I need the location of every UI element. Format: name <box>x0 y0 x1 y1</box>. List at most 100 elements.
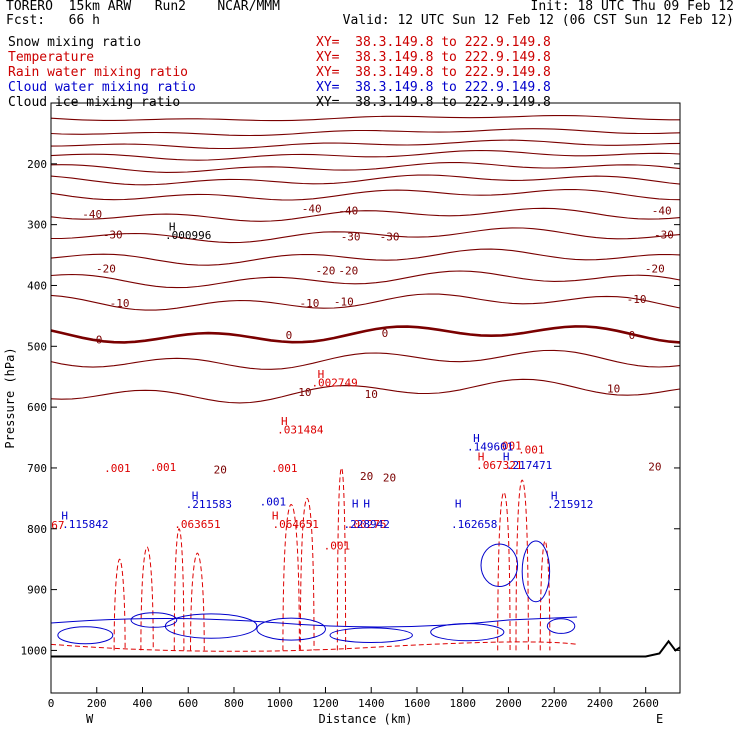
isotherm-line <box>50 149 681 161</box>
rain-water-contour <box>140 546 154 651</box>
rain-label: H <box>272 510 279 523</box>
temperature-label: -10 <box>334 296 354 309</box>
model-title: TORERO 15km ARW Run2 NCAR/MMM <box>6 0 280 14</box>
isotherm-line <box>50 293 681 311</box>
field-name-temperature: Temperature <box>8 50 95 65</box>
field-name-rain: Rain water mixing ratio <box>8 65 189 80</box>
rain-label: .067321 <box>476 459 522 472</box>
rain-label: .002749 <box>311 376 357 389</box>
snow-label: H <box>169 221 176 234</box>
rain-label: .001 <box>271 462 298 475</box>
cloud-label: H <box>455 497 462 510</box>
x-tick-label: 2200 <box>541 697 568 710</box>
cloud-label: .211583 <box>186 498 232 511</box>
field-name-snow: Snow mixing ratio <box>8 35 142 50</box>
init-time: Init: 18 UTC Thu 09 Feb 12 <box>530 0 735 14</box>
cloud-water-contour <box>480 543 519 588</box>
isotherm-line <box>50 248 681 266</box>
temperature-label: 0 <box>629 329 636 342</box>
cloud-label: H <box>352 497 359 510</box>
cloud-water-contour <box>130 612 178 628</box>
rain-water-contour <box>173 528 185 651</box>
temperature-label: -20 <box>96 263 116 276</box>
cloud-label: .001 <box>260 496 287 509</box>
forecast-hour: Fcst: 66 h <box>6 13 100 28</box>
x-tick-label: 1000 <box>266 697 293 710</box>
temperature-label: -40 <box>652 204 672 217</box>
rain-water-contour <box>190 552 205 651</box>
x-tick-label: 2600 <box>632 697 659 710</box>
cloud-label: .162658 <box>451 518 497 531</box>
temperature-label: 20 <box>360 470 373 483</box>
snow-label: .000996 <box>165 229 211 242</box>
y-tick-label: 600 <box>27 401 47 414</box>
temperature-label: 10 <box>607 383 620 396</box>
rain-label: .001 <box>495 440 522 453</box>
cloud-label: .217471 <box>506 459 552 472</box>
x-tick-label: 1200 <box>312 697 339 710</box>
temperature-label: -30 <box>103 229 123 242</box>
y-tick-label: 500 <box>27 340 47 353</box>
y-tick-label: 900 <box>27 584 47 597</box>
field-xy-temperature: XY= 38.3.149.8 to 222.9.149.8 <box>316 50 551 65</box>
isotherm-line <box>50 162 681 173</box>
temperature-label: -30 <box>380 230 400 243</box>
cloud-label: .149601 <box>467 440 513 453</box>
rain-label: .064651 <box>273 518 319 531</box>
rain-water-contour <box>336 467 347 651</box>
cloud-water-contour <box>329 627 413 644</box>
temperature-label: 0 <box>382 327 389 340</box>
cloud-label: .228942 <box>343 518 389 531</box>
temperature-label: -20 <box>316 265 336 278</box>
temperature-label: -40 <box>82 208 102 221</box>
y-axis-label: Pressure (hPa) <box>3 347 17 448</box>
temperature-label: 0 <box>96 333 103 346</box>
rain-water-contour <box>299 497 315 651</box>
rain-label: H <box>478 451 485 464</box>
cloud-water-contour <box>546 618 576 634</box>
contour-label-layer: -40 -40 -40 -40-30 -30 -30 -30-20 -20 -20 -20-10-… <box>51 202 674 552</box>
temperature-label: -10 <box>300 297 320 310</box>
cloud-water-contour <box>164 613 258 639</box>
valid-time: Valid: 12 UTC Sun 12 Feb 12 (06 CST Sun … <box>342 13 734 28</box>
cloud-label: H <box>551 490 558 503</box>
temperature-label: -10 <box>627 293 647 306</box>
temperature-label: -30 <box>654 229 674 242</box>
isotherm-line <box>50 325 681 344</box>
x-tick-label: 800 <box>224 697 244 710</box>
field-xy-rain: XY= 38.3.149.8 to 222.9.149.8 <box>316 65 551 80</box>
rain-label: .001 <box>150 461 177 474</box>
rain-label: H <box>318 368 325 381</box>
cloud-label: .215912 <box>547 498 593 511</box>
temperature-label: -20 <box>645 263 665 276</box>
rain-water-contour <box>515 479 529 651</box>
x-tick-label: 600 <box>178 697 198 710</box>
temperature-label: 10 <box>298 386 311 399</box>
terrain-surface <box>51 639 681 658</box>
y-tick-label: 800 <box>27 523 47 536</box>
x-tick-label: 400 <box>133 697 153 710</box>
field-xy-snow: XY= 38.3.149.8 to 222.9.149.8 <box>316 35 551 50</box>
hydrometeor-layer <box>50 467 578 652</box>
cloud-water-contour <box>50 616 578 628</box>
rain-label: H <box>281 415 288 428</box>
temperature-label: 10 <box>365 388 378 401</box>
x-axis-label: Distance (km) <box>319 712 413 726</box>
cloud-label: H <box>61 510 68 523</box>
y-tick-label: 700 <box>27 462 47 475</box>
field-name-cloud-water: Cloud water mixing ratio <box>8 80 196 95</box>
temperature-label: -40 <box>338 204 358 217</box>
y-tick-label: 200 <box>27 158 47 171</box>
x-tick-label: 0 <box>48 697 55 710</box>
y-tick-label: 300 <box>27 219 47 232</box>
x-tick-label: 1800 <box>449 697 476 710</box>
y-tick-label: 1000 <box>21 644 48 657</box>
x-tick-label: 200 <box>87 697 107 710</box>
rain-label: .063651 <box>174 518 220 531</box>
cloud-label: .115842 <box>62 518 108 531</box>
isotherm-line <box>50 207 681 222</box>
cloud-label: H <box>363 497 370 510</box>
rain-label: .031484 <box>277 423 324 436</box>
temperature-label: 20 <box>648 460 661 473</box>
